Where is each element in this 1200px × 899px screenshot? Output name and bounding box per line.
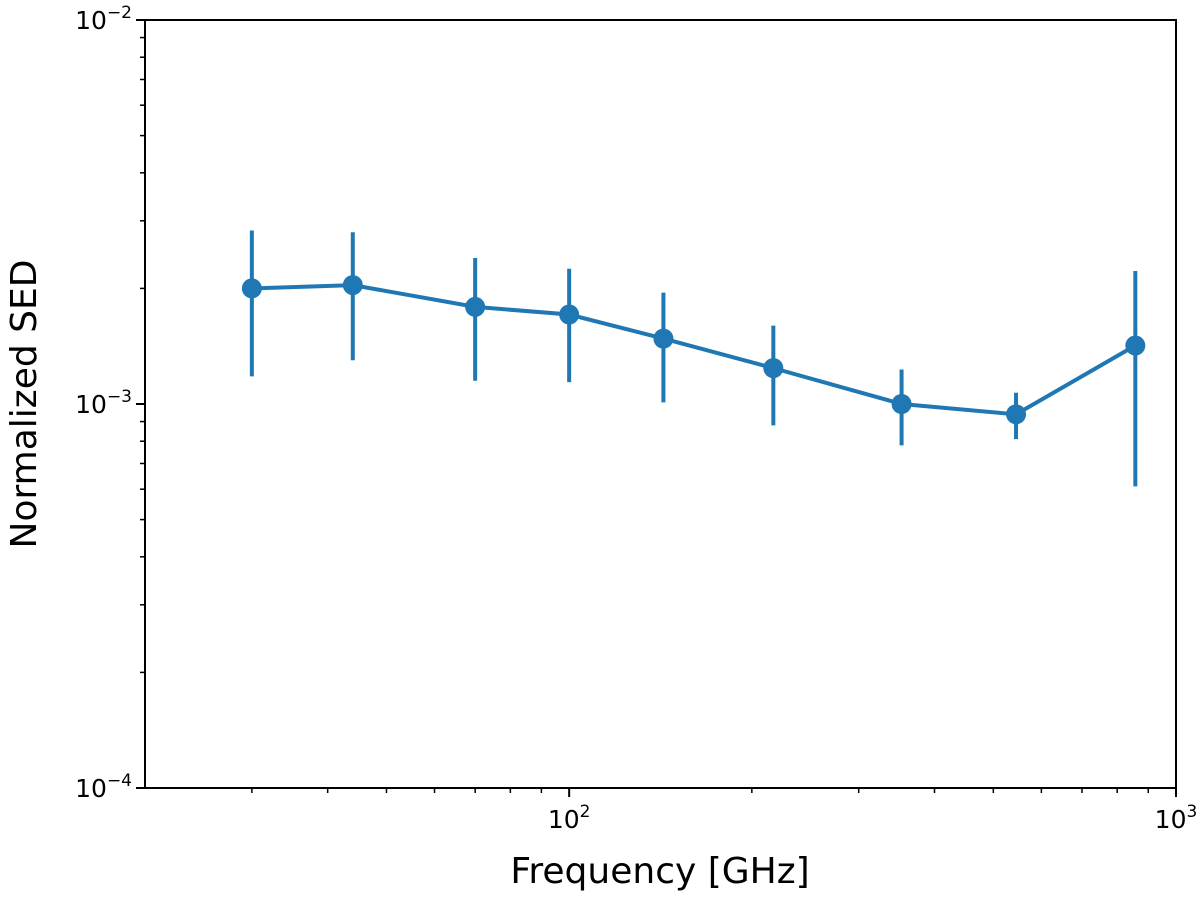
- data-points: [241, 275, 1146, 425]
- data-point: [342, 275, 363, 296]
- data-point: [763, 358, 784, 379]
- data-point: [1125, 335, 1146, 356]
- x-axis-title: Frequency [GHz]: [510, 851, 809, 892]
- data-point: [1006, 404, 1027, 425]
- data-point: [559, 304, 580, 325]
- data-point: [891, 394, 912, 414]
- y-tick-label: 10−3: [75, 387, 132, 419]
- y-tick-label: 10−2: [75, 3, 132, 35]
- plot-frame: [144, 19, 1177, 789]
- data-point: [653, 328, 674, 349]
- tick-labels: 102 103 10−4 10−3 10−2: [75, 3, 1197, 834]
- data-point: [465, 296, 486, 317]
- error-bars: [249, 230, 1138, 487]
- series-line: [251, 283, 1137, 417]
- x-tick-label: 103: [1155, 802, 1198, 834]
- data-point: [241, 278, 262, 299]
- y-axis-title: Normalized SED: [4, 260, 45, 549]
- x-tick-label: 102: [548, 802, 591, 834]
- minor-ticks: [140, 36, 1149, 793]
- y-tick-label: 10−4: [75, 771, 132, 803]
- major-ticks: [136, 19, 1177, 797]
